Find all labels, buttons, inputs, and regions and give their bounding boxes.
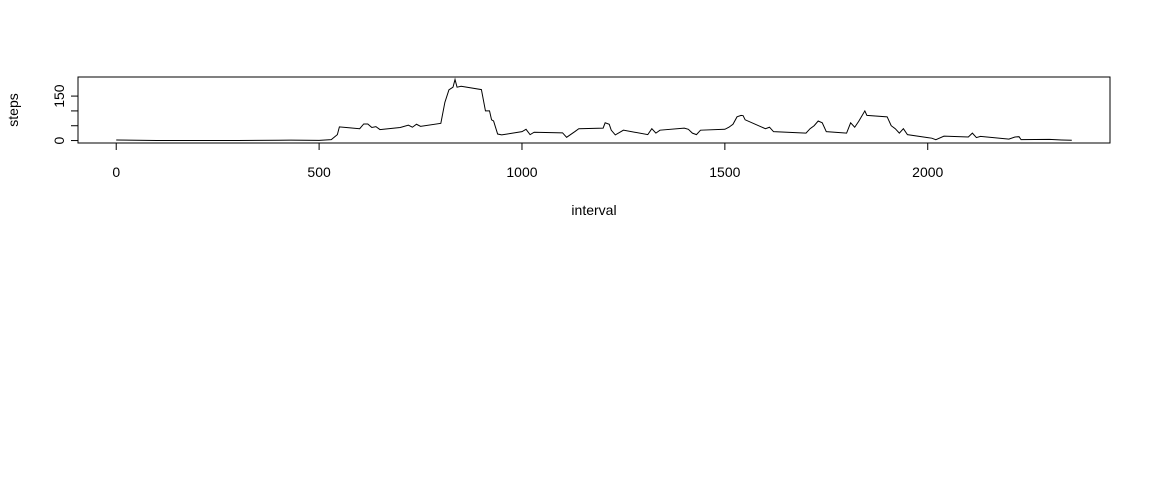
plot-box	[77, 76, 1111, 144]
x-tick-label: 500	[307, 164, 331, 180]
y-axis-label: steps	[5, 93, 21, 126]
y-tick-label: 150	[51, 84, 67, 108]
x-tick-label: 1500	[709, 164, 740, 180]
x-tick-label: 1000	[506, 164, 537, 180]
x-axis-label: interval	[571, 202, 616, 218]
x-tick-label: 0	[112, 164, 120, 180]
x-tick-label: 2000	[912, 164, 943, 180]
y-tick-label: 0	[51, 136, 67, 144]
data-line	[116, 77, 1072, 142]
